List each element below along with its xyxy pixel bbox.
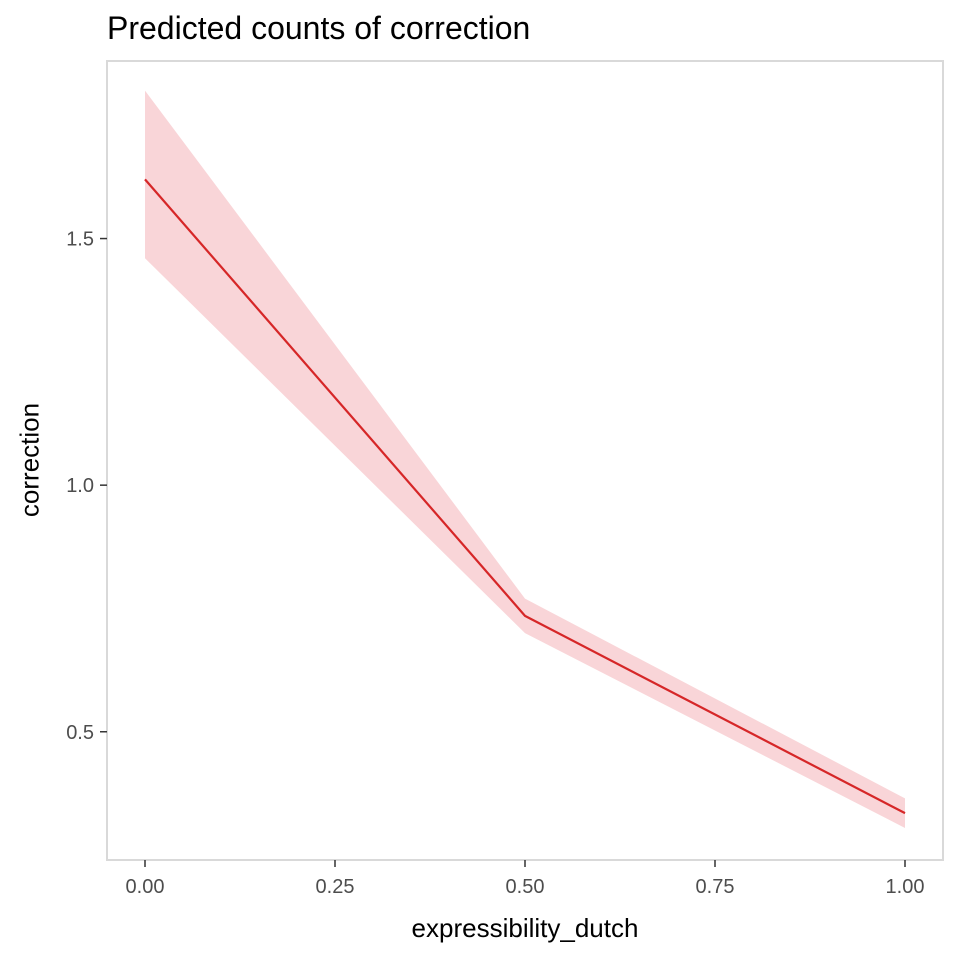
x-tick-label: 0.50	[506, 876, 545, 898]
y-tick-label: 0.5	[66, 722, 94, 744]
x-tick-label: 0.00	[126, 876, 165, 898]
y-tick-label: 1.0	[66, 475, 94, 497]
confidence-band	[145, 90, 905, 828]
x-axis-title: expressibility_dutch	[411, 913, 639, 943]
x-tick-label: 1.00	[886, 876, 925, 898]
x-tick-label: 0.25	[316, 876, 355, 898]
chart-title: Predicted counts of correction	[107, 10, 531, 46]
x-tick-label: 0.75	[696, 876, 735, 898]
y-tick-label: 1.5	[66, 229, 94, 251]
panel-border	[106, 60, 944, 861]
